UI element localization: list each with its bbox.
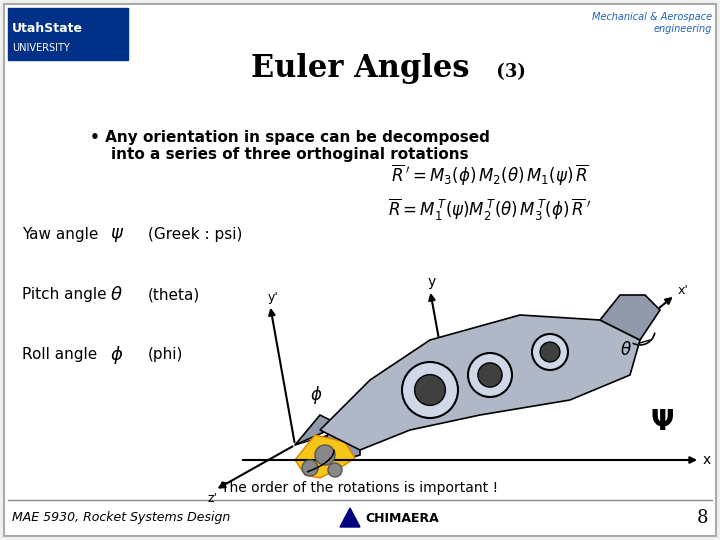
Text: MAE 5930, Rocket Systems Design: MAE 5930, Rocket Systems Design (12, 511, 230, 524)
Polygon shape (320, 315, 640, 450)
Circle shape (302, 460, 318, 476)
Bar (8, 8, 128, 60)
Text: 8: 8 (696, 509, 708, 527)
Text: (theta): (theta) (148, 287, 200, 302)
Text: x': x' (678, 284, 689, 296)
Text: (phi): (phi) (148, 348, 184, 362)
Text: y': y' (268, 292, 279, 305)
Text: (Greek : psi): (Greek : psi) (148, 227, 243, 242)
Text: $\overline{R}\,' = M_3(\phi)\, M_2(\theta)\, M_1(\psi)\, \overline{R}$: $\overline{R}\,' = M_3(\phi)\, M_2(\thet… (391, 163, 589, 187)
Text: Roll angle: Roll angle (22, 348, 97, 362)
Circle shape (540, 342, 560, 362)
Text: Yaw angle: Yaw angle (22, 227, 99, 242)
Text: • Any orientation in space can be decomposed
into a series of three orthoginal r: • Any orientation in space can be decomp… (90, 130, 490, 163)
Text: $\phi$: $\phi$ (110, 344, 123, 366)
Text: CHIMAERA: CHIMAERA (365, 511, 438, 524)
Text: $\phi$: $\phi$ (310, 384, 323, 406)
Text: (3): (3) (490, 63, 526, 81)
FancyBboxPatch shape (4, 4, 716, 536)
Polygon shape (340, 508, 360, 527)
Text: z': z' (208, 491, 218, 504)
Polygon shape (295, 415, 340, 445)
Text: The order of the rotations is important !: The order of the rotations is important … (222, 481, 498, 495)
Text: UNIVERSITY: UNIVERSITY (12, 43, 70, 53)
Polygon shape (295, 435, 355, 478)
Text: $\theta$: $\theta$ (110, 286, 122, 304)
Polygon shape (310, 430, 360, 470)
Circle shape (532, 334, 568, 370)
Text: y: y (428, 275, 436, 289)
Circle shape (468, 353, 512, 397)
Circle shape (315, 445, 335, 465)
Text: UtahState: UtahState (12, 22, 83, 35)
Text: $\overline{R} = M_1^{\,T}(\psi) M_2^{\,T}(\theta)\, M_3^{\,T}(\phi)\, \overline{: $\overline{R} = M_1^{\,T}(\psi) M_2^{\,T… (389, 197, 592, 223)
Text: $\theta$: $\theta$ (620, 341, 632, 359)
Circle shape (415, 375, 446, 406)
Polygon shape (600, 295, 660, 340)
Text: $\mathbf{\Psi}$: $\mathbf{\Psi}$ (650, 408, 674, 436)
Text: Mechanical & Aerospace
engineering: Mechanical & Aerospace engineering (592, 12, 712, 33)
Text: Pitch angle: Pitch angle (22, 287, 107, 302)
Circle shape (328, 463, 342, 477)
Text: $\psi$: $\psi$ (110, 226, 124, 244)
Circle shape (402, 362, 458, 418)
Text: Euler Angles: Euler Angles (251, 52, 469, 84)
Circle shape (478, 363, 502, 387)
Text: x: x (703, 453, 711, 467)
